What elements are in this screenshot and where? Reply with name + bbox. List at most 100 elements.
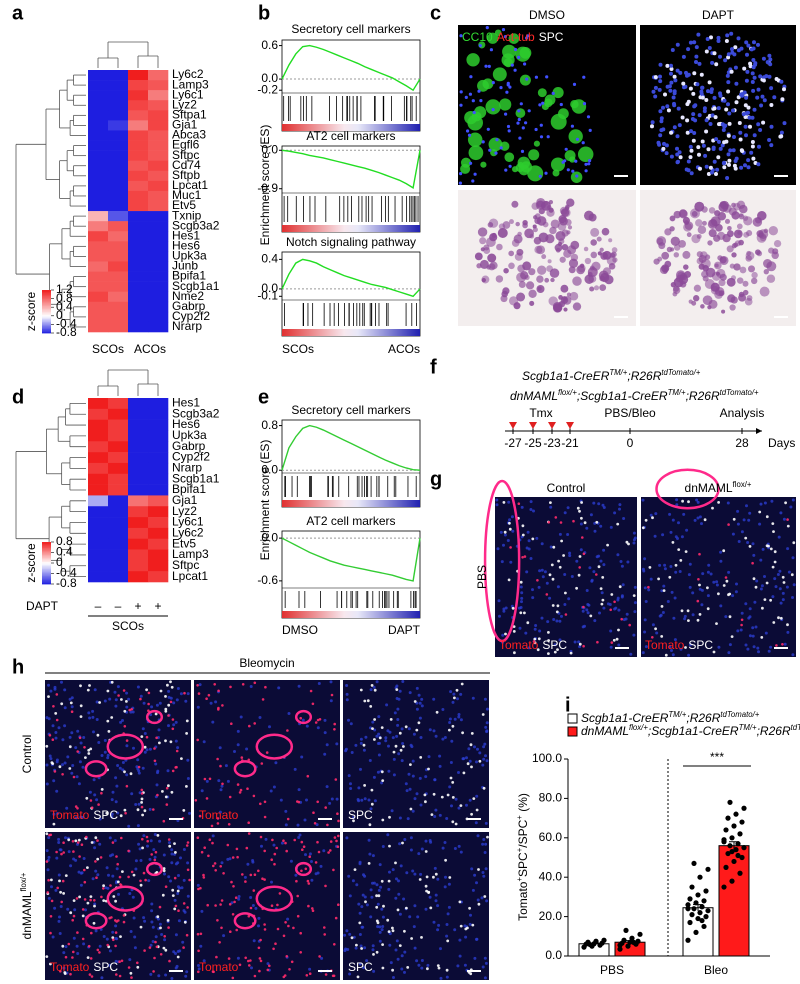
- gene-label: Etv5: [172, 198, 196, 212]
- panel-title: Bleomycin: [239, 656, 294, 670]
- cell: [532, 224, 537, 229]
- cell: [740, 611, 744, 615]
- cell: [445, 923, 449, 926]
- stain-label-part: CC10: [462, 30, 493, 44]
- cell: [700, 95, 705, 100]
- legend-label-part: tdTomato/+: [720, 710, 759, 719]
- cell: [105, 866, 109, 870]
- y-tick-label: -0.1: [257, 288, 278, 302]
- cell: [441, 846, 445, 850]
- cell: [143, 750, 147, 754]
- cell: [519, 611, 523, 615]
- genotype-part: TM/+: [609, 368, 627, 377]
- heatmap-cell: [128, 527, 149, 540]
- cell: [360, 798, 364, 802]
- cell: [641, 498, 645, 502]
- cell: [663, 567, 667, 571]
- cell: [669, 71, 673, 76]
- rank-gradient: [282, 225, 420, 232]
- cell: [513, 47, 518, 52]
- cell: [561, 229, 569, 237]
- heatmap-cell: [148, 311, 169, 323]
- cell: [406, 966, 410, 969]
- cell: [707, 80, 712, 85]
- es-curve: [281, 258, 421, 298]
- cell: [399, 864, 403, 868]
- cell: [137, 771, 141, 775]
- cell: [436, 904, 440, 908]
- cell: [86, 866, 89, 869]
- cell: [733, 202, 741, 211]
- cell: [347, 718, 350, 722]
- cell: [763, 259, 772, 268]
- cell: [164, 707, 168, 711]
- cell: [509, 560, 513, 564]
- cell: [504, 168, 508, 172]
- cell: [580, 501, 583, 504]
- cell: [675, 146, 679, 151]
- cell: [351, 879, 355, 883]
- cell: [728, 615, 732, 619]
- cell: [697, 61, 702, 66]
- cell: [167, 784, 170, 788]
- cell: [156, 793, 159, 797]
- heatmap-cell: [88, 251, 109, 262]
- cell: [751, 634, 755, 638]
- cell: [61, 879, 65, 883]
- stain-label-part: Act-tub: [497, 30, 535, 44]
- cell: [323, 731, 327, 735]
- cell: [498, 614, 501, 618]
- cell: [767, 649, 771, 653]
- cell: [463, 924, 467, 928]
- cell: [316, 800, 320, 804]
- cell: [758, 510, 762, 514]
- cell: [263, 849, 267, 853]
- cell: [745, 504, 748, 508]
- cell: [74, 805, 78, 808]
- cell: [549, 505, 553, 509]
- cell: [396, 908, 400, 912]
- cell: [617, 608, 621, 612]
- cell: [420, 966, 424, 970]
- data-point: [739, 819, 745, 825]
- heatmap-cell: [148, 452, 169, 464]
- cell: [173, 898, 177, 902]
- cell: [664, 228, 672, 236]
- cell: [59, 890, 62, 894]
- cell: [497, 228, 508, 238]
- cell: [297, 836, 301, 839]
- cell: [218, 746, 222, 750]
- colorbar-step: [42, 558, 51, 561]
- heatmap-cell: [128, 70, 149, 81]
- cell: [727, 523, 730, 526]
- cell: [589, 286, 595, 292]
- cell: [252, 889, 256, 892]
- cell: [369, 705, 373, 708]
- cell: [141, 813, 145, 817]
- cell: [650, 124, 654, 129]
- cell: [109, 884, 112, 887]
- es-curve: [281, 149, 421, 190]
- cell: [657, 87, 662, 92]
- cell: [363, 895, 367, 899]
- cell: [513, 651, 516, 655]
- cell: [750, 80, 755, 84]
- cell: [516, 292, 526, 302]
- cell: [178, 886, 182, 890]
- cell: [713, 115, 718, 120]
- colorbar-step: [42, 577, 51, 579]
- cell: [661, 146, 666, 151]
- cell: [102, 884, 105, 888]
- cell: [378, 939, 382, 943]
- heatmap-cell: [148, 473, 169, 485]
- cell: [303, 818, 307, 822]
- day-label: 0: [627, 436, 634, 450]
- cell: [375, 680, 379, 684]
- gene-label: Scgb1a1: [172, 279, 220, 293]
- cell: [588, 566, 592, 570]
- cell: [724, 39, 729, 43]
- cell: [103, 699, 107, 703]
- cell: [540, 568, 544, 572]
- cell: [784, 501, 787, 505]
- cell: [727, 651, 731, 655]
